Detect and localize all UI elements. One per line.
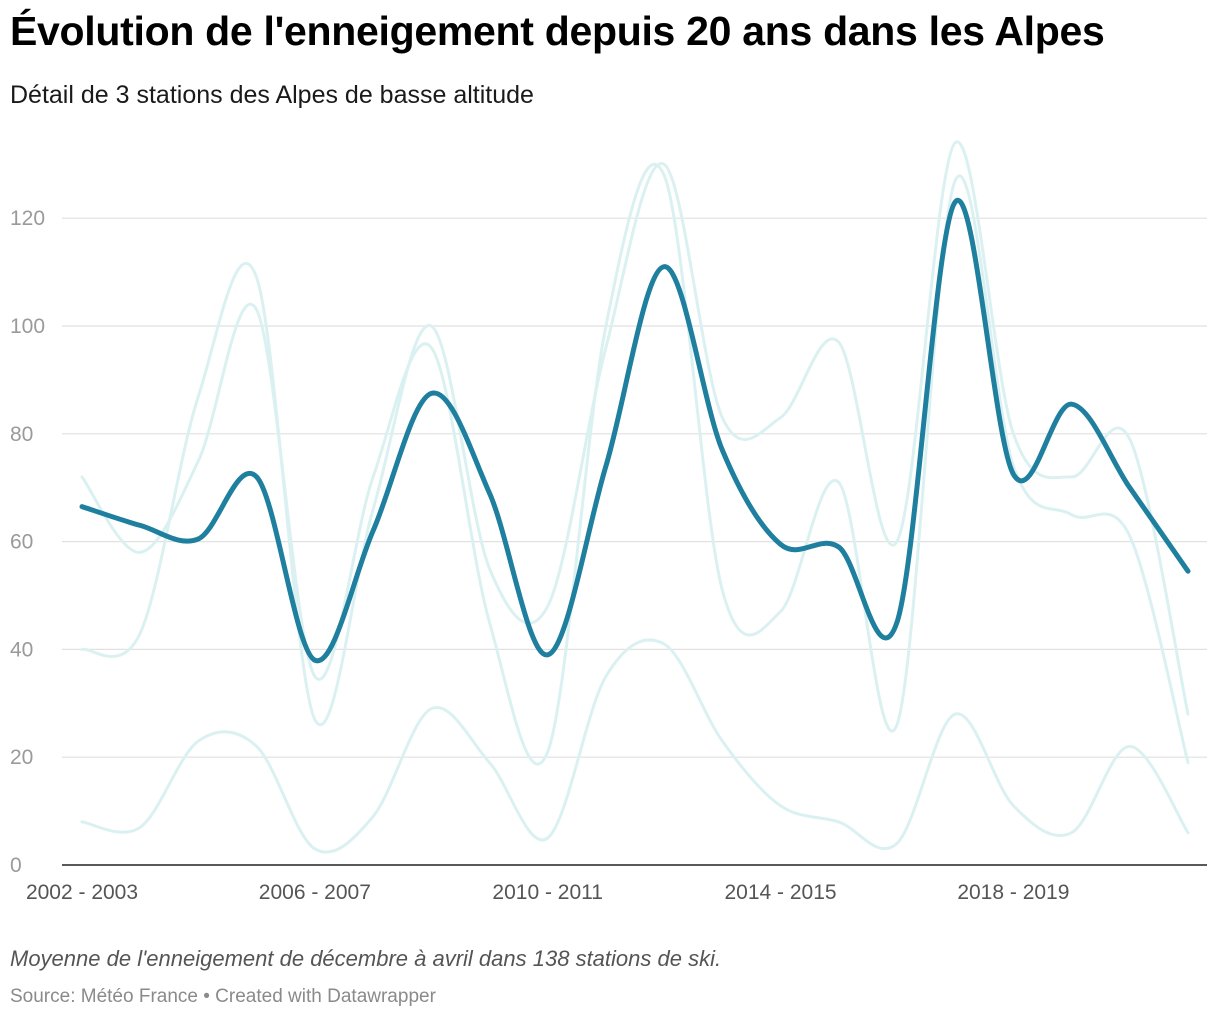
x-axis: 2002 - 2003 2006 - 2007 2010 - 2011 2014 - … (26, 864, 1207, 904)
grid-lines (62, 217, 1207, 758)
series-line-average (79, 197, 1191, 664)
y-tick-label: 120 (10, 207, 45, 230)
y-tick-label: 20 (10, 746, 33, 769)
x-tick-label: 2002 - 2003 (26, 881, 138, 904)
chart-title: Évolution de l'enneigement depuis 20 ans… (10, 8, 1105, 54)
series-lines (79, 140, 1191, 854)
y-tick-label: 80 (10, 423, 33, 446)
chart-subtitle: Détail de 3 stations des Alpes de basse … (10, 81, 534, 109)
y-tick-label: 100 (10, 315, 45, 338)
x-tick-label: 2018 - 2019 (957, 881, 1069, 904)
series-line-station-1 (80, 162, 1190, 766)
y-tick-label: 40 (10, 638, 33, 661)
series-line-station-2 (80, 140, 1190, 727)
x-tick-label: 2014 - 2015 (724, 881, 836, 904)
y-tick-label: 60 (10, 531, 33, 554)
x-tick-label: 2010 - 2011 (492, 881, 603, 904)
y-axis: 0 20 40 60 80 100 120 (10, 207, 45, 877)
y-tick-label: 0 (10, 854, 22, 877)
chart-note: Moyenne de l'enneigement de décembre à a… (10, 946, 722, 971)
series-line-station-3 (80, 638, 1190, 854)
chart-source: Source: Météo France • Created with Data… (10, 986, 436, 1007)
x-tick-label: 2006 - 2007 (259, 881, 371, 904)
